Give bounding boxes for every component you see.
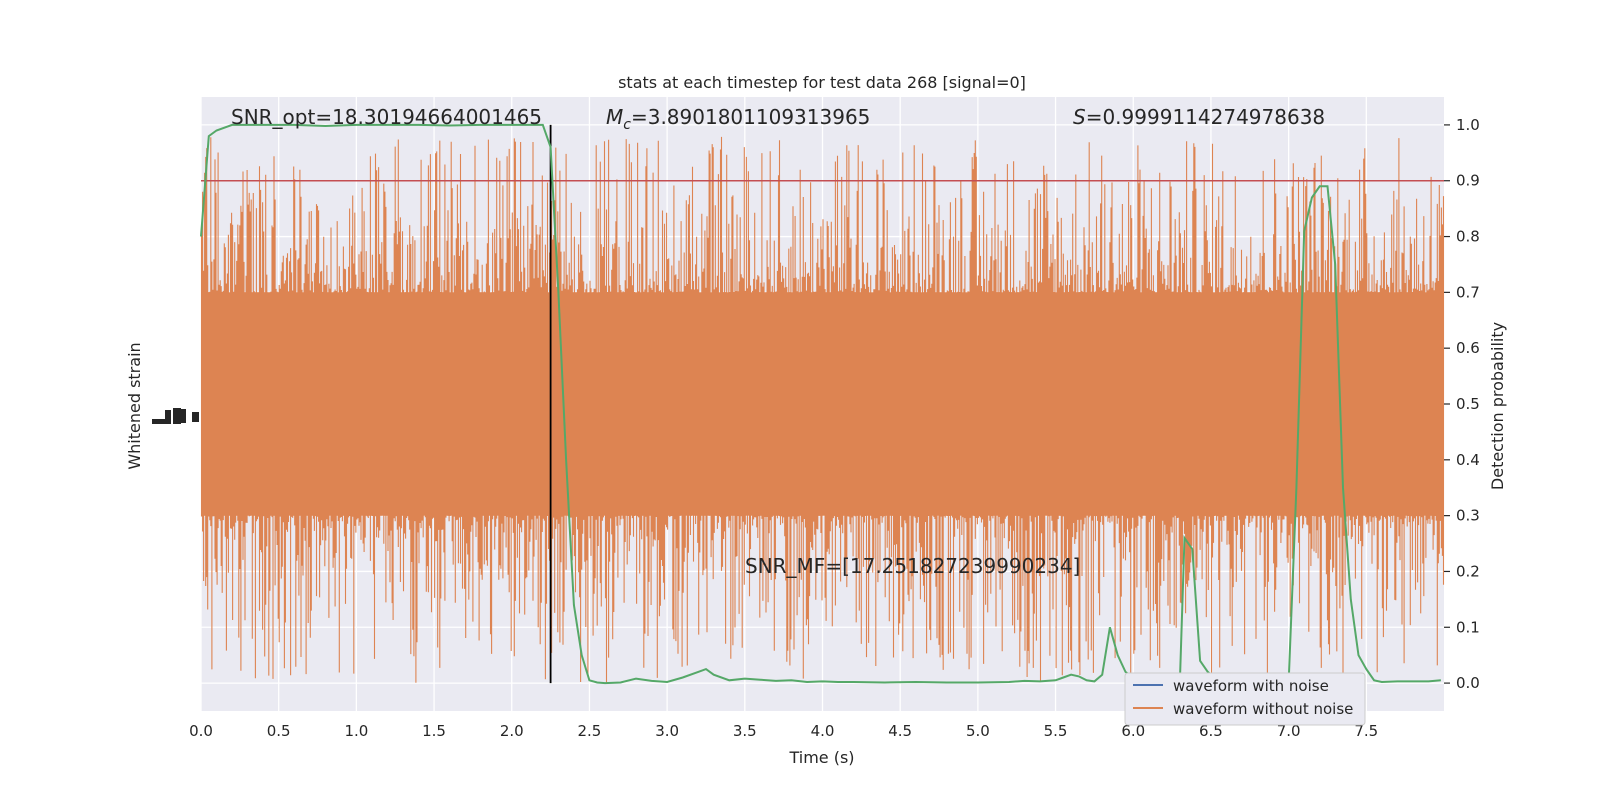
x-axis-ticks: 0.0 0.5 1.0 1.5 2.0 2.5 3.0 3.5 4.0 4.5 5.0 5.5 6.0 6… — [189, 722, 1378, 740]
x-tick-label-11: 5.5 — [1044, 722, 1068, 740]
right-tick-label-3: 0.3 — [1456, 507, 1480, 525]
right-tick-label-0: 0.0 — [1456, 674, 1480, 692]
x-tick-label-3: 1.5 — [422, 722, 446, 740]
x-tick-label-13: 6.5 — [1199, 722, 1223, 740]
x-tick-label-15: 7.5 — [1354, 722, 1378, 740]
x-tick-label-9: 4.5 — [888, 722, 912, 740]
x-tick-label-14: 7.0 — [1277, 722, 1301, 740]
right-tick-label-2: 0.2 — [1456, 562, 1480, 580]
legend-label-with-noise: waveform with noise — [1173, 677, 1329, 695]
right-tick-label-5: 0.5 — [1456, 395, 1480, 413]
right-axis-ticks: 0.0 0.1 0.2 0.3 0.4 0.5 0.6 0.7 0.8 0.9 1.0 — [1444, 116, 1480, 692]
x-tick-label-1: 0.5 — [267, 722, 291, 740]
chart-title: stats at each timestep for test data 268… — [618, 73, 1026, 92]
annotation-snr-opt: SNR_opt=18.30194664001465 — [231, 105, 542, 129]
right-tick-label-7: 0.7 — [1456, 283, 1480, 301]
strain-spikes — [200, 136, 1445, 683]
x-tick-label-12: 6.0 — [1121, 722, 1145, 740]
left-axis-label: Whitened strain — [125, 342, 144, 469]
x-tick-label-7: 3.5 — [733, 722, 757, 740]
right-tick-label-1: 0.1 — [1456, 618, 1480, 636]
legend-box — [1124, 672, 1366, 726]
right-axis-label: Detection probability — [1488, 322, 1507, 490]
x-tick-label-6: 3.0 — [655, 722, 679, 740]
left-axis-ticks — [152, 408, 199, 424]
annotation-snr-mf: SNR_MF=[17.251827239990234] — [745, 554, 1080, 578]
series-detection-probability — [200, 123, 1441, 685]
annotation-chirp-mass: Mc=3.8901801109313965 — [606, 105, 870, 133]
x-tick-label-8: 4.0 — [811, 722, 835, 740]
x-tick-label-5: 2.5 — [578, 722, 602, 740]
legend-label-without-noise: waveform without noise — [1173, 700, 1353, 718]
annotation-s: S=0.9999114274978638 — [1073, 105, 1325, 129]
x-tick-label-4: 2.0 — [500, 722, 524, 740]
x-tick-label-10: 5.0 — [966, 722, 990, 740]
x-tick-label-0: 0.0 — [189, 722, 213, 740]
right-tick-label-8: 0.8 — [1456, 228, 1480, 246]
legend: waveform with noise waveform without noi… — [1124, 672, 1366, 726]
right-tick-label-6: 0.6 — [1456, 339, 1480, 357]
right-tick-label-10: 1.0 — [1456, 116, 1480, 134]
x-axis-label: Time (s) — [788, 748, 854, 767]
strain-trace — [200, 136, 1445, 683]
x-tick-label-2: 1.0 — [344, 722, 368, 740]
right-tick-label-9: 0.9 — [1456, 172, 1480, 190]
right-tick-label-4: 0.4 — [1456, 451, 1480, 469]
